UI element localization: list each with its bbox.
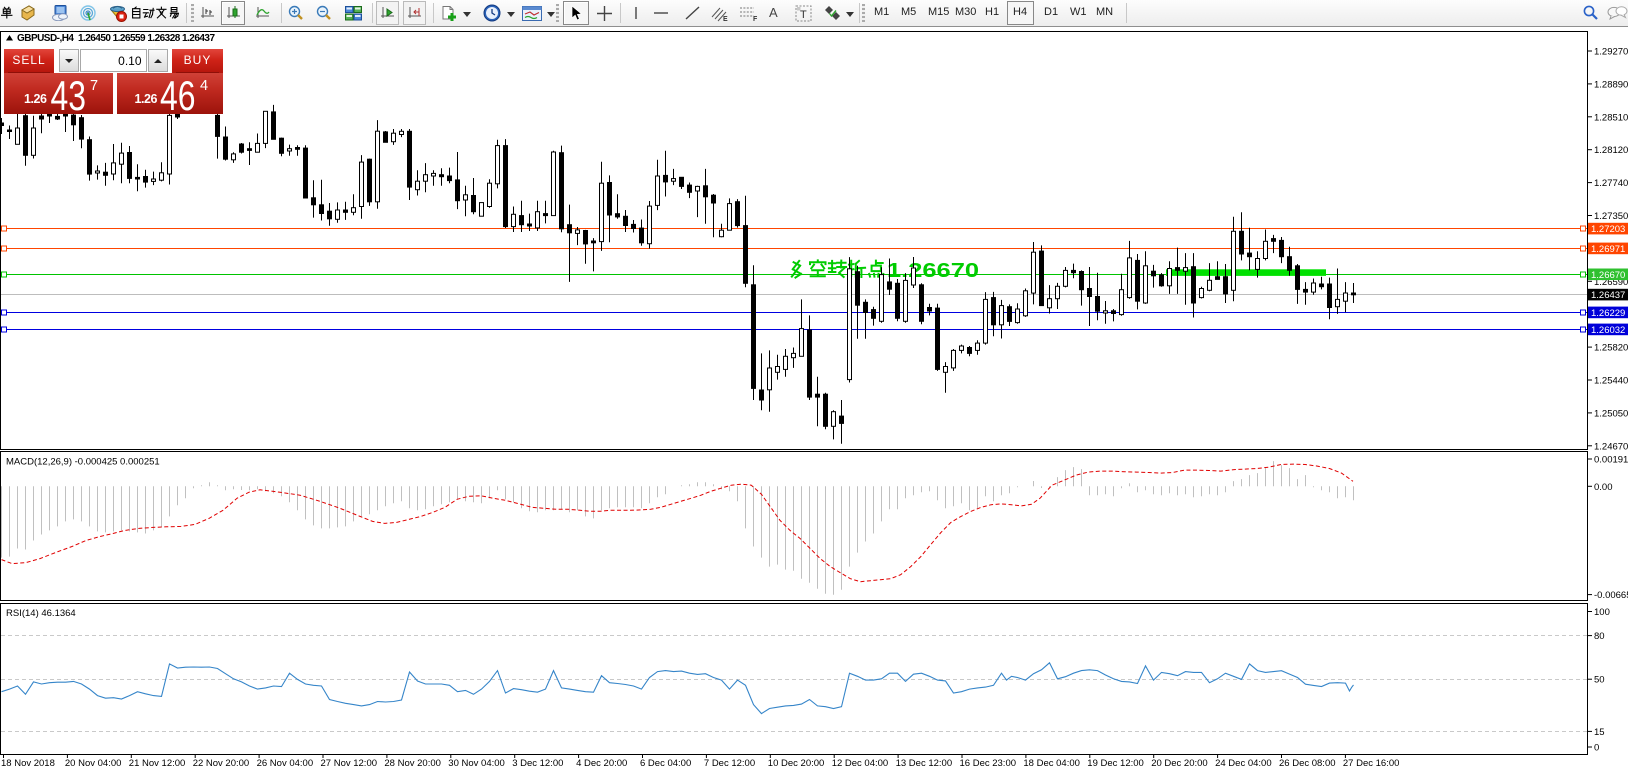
- svg-text:21 Nov 12:00: 21 Nov 12:00: [129, 758, 186, 769]
- svg-text:26 Nov 04:00: 26 Nov 04:00: [257, 758, 314, 769]
- svg-text:1.25440: 1.25440: [1594, 376, 1628, 387]
- svg-text:100: 100: [1594, 607, 1610, 618]
- svg-text:16 Dec 23:00: 16 Dec 23:00: [960, 758, 1017, 769]
- svg-text:6 Dec 04:00: 6 Dec 04:00: [640, 758, 691, 769]
- svg-text:F: F: [753, 16, 758, 22]
- svg-text:50: 50: [1594, 675, 1605, 686]
- svg-text:1.26670: 1.26670: [887, 260, 979, 282]
- svg-text:7 Dec 12:00: 7 Dec 12:00: [704, 758, 755, 769]
- svg-text:20 Nov 04:00: 20 Nov 04:00: [65, 758, 122, 769]
- svg-text:1.26: 1.26: [135, 92, 158, 106]
- svg-text:T: T: [800, 9, 807, 21]
- svg-text:1.26: 1.26: [24, 92, 47, 106]
- svg-text:7: 7: [90, 78, 98, 94]
- svg-text:4: 4: [200, 78, 208, 94]
- svg-text:1.26229: 1.26229: [1591, 308, 1625, 319]
- svg-text:27 Nov 12:00: 27 Nov 12:00: [321, 758, 378, 769]
- svg-text:18 Nov 2018: 18 Nov 2018: [1, 758, 55, 769]
- svg-text:30 Nov 04:00: 30 Nov 04:00: [448, 758, 505, 769]
- svg-text:27 Dec 16:00: 27 Dec 16:00: [1343, 758, 1400, 769]
- svg-text:GBPUSD-,H4 1.26450 1.26559 1.: GBPUSD-,H4 1.26450 1.26559 1.26328 1.264…: [17, 33, 215, 44]
- svg-text:RSI(14) 46.1364: RSI(14) 46.1364: [6, 608, 76, 619]
- svg-text:1.26971: 1.26971: [1591, 244, 1625, 255]
- svg-text:1.27203: 1.27203: [1591, 224, 1625, 235]
- svg-text:43: 43: [51, 73, 87, 114]
- svg-text:0.00: 0.00: [1594, 482, 1613, 493]
- svg-text:0.001915: 0.001915: [1594, 455, 1628, 466]
- svg-text:1.25050: 1.25050: [1594, 408, 1628, 419]
- svg-text:1.26437: 1.26437: [1591, 290, 1625, 301]
- svg-text:MACD(12,26,9) -0.000425 0.0002: MACD(12,26,9) -0.000425 0.000251: [6, 457, 160, 468]
- svg-text:20 Dec 20:00: 20 Dec 20:00: [1151, 758, 1208, 769]
- svg-text:12 Dec 04:00: 12 Dec 04:00: [832, 758, 889, 769]
- svg-text:1.28120: 1.28120: [1594, 145, 1628, 156]
- svg-text:19 Dec 12:00: 19 Dec 12:00: [1087, 758, 1144, 769]
- svg-text:13 Dec 12:00: 13 Dec 12:00: [896, 758, 953, 769]
- svg-text:1.28510: 1.28510: [1594, 112, 1628, 123]
- svg-text:10 Dec 20:00: 10 Dec 20:00: [768, 758, 825, 769]
- svg-text:E: E: [723, 16, 728, 22]
- svg-text:3 Dec 12:00: 3 Dec 12:00: [512, 758, 563, 769]
- svg-text:1.27350: 1.27350: [1594, 211, 1628, 222]
- svg-text:15: 15: [1594, 727, 1605, 738]
- svg-text:24 Dec 04:00: 24 Dec 04:00: [1215, 758, 1272, 769]
- svg-text:4 Dec 20:00: 4 Dec 20:00: [576, 758, 627, 769]
- svg-text:26 Dec 08:00: 26 Dec 08:00: [1279, 758, 1336, 769]
- svg-text:1.27740: 1.27740: [1594, 178, 1628, 189]
- svg-text:1.26032: 1.26032: [1591, 325, 1625, 336]
- svg-text:1.26670: 1.26670: [1591, 270, 1625, 281]
- svg-text:1.25820: 1.25820: [1594, 343, 1628, 354]
- svg-text:18 Dec 04:00: 18 Dec 04:00: [1023, 758, 1080, 769]
- svg-text:1.28890: 1.28890: [1594, 79, 1628, 90]
- svg-text:1.26590: 1.26590: [1594, 277, 1628, 288]
- svg-text:22 Nov 20:00: 22 Nov 20:00: [193, 758, 250, 769]
- svg-text:28 Nov 20:00: 28 Nov 20:00: [384, 758, 441, 769]
- svg-text:1.29270: 1.29270: [1594, 47, 1628, 58]
- svg-text:80: 80: [1594, 631, 1605, 642]
- svg-text:0: 0: [1594, 743, 1599, 754]
- svg-text:-0.006659: -0.006659: [1594, 590, 1628, 601]
- svg-text:1.24670: 1.24670: [1594, 441, 1628, 452]
- svg-text:46: 46: [160, 73, 196, 114]
